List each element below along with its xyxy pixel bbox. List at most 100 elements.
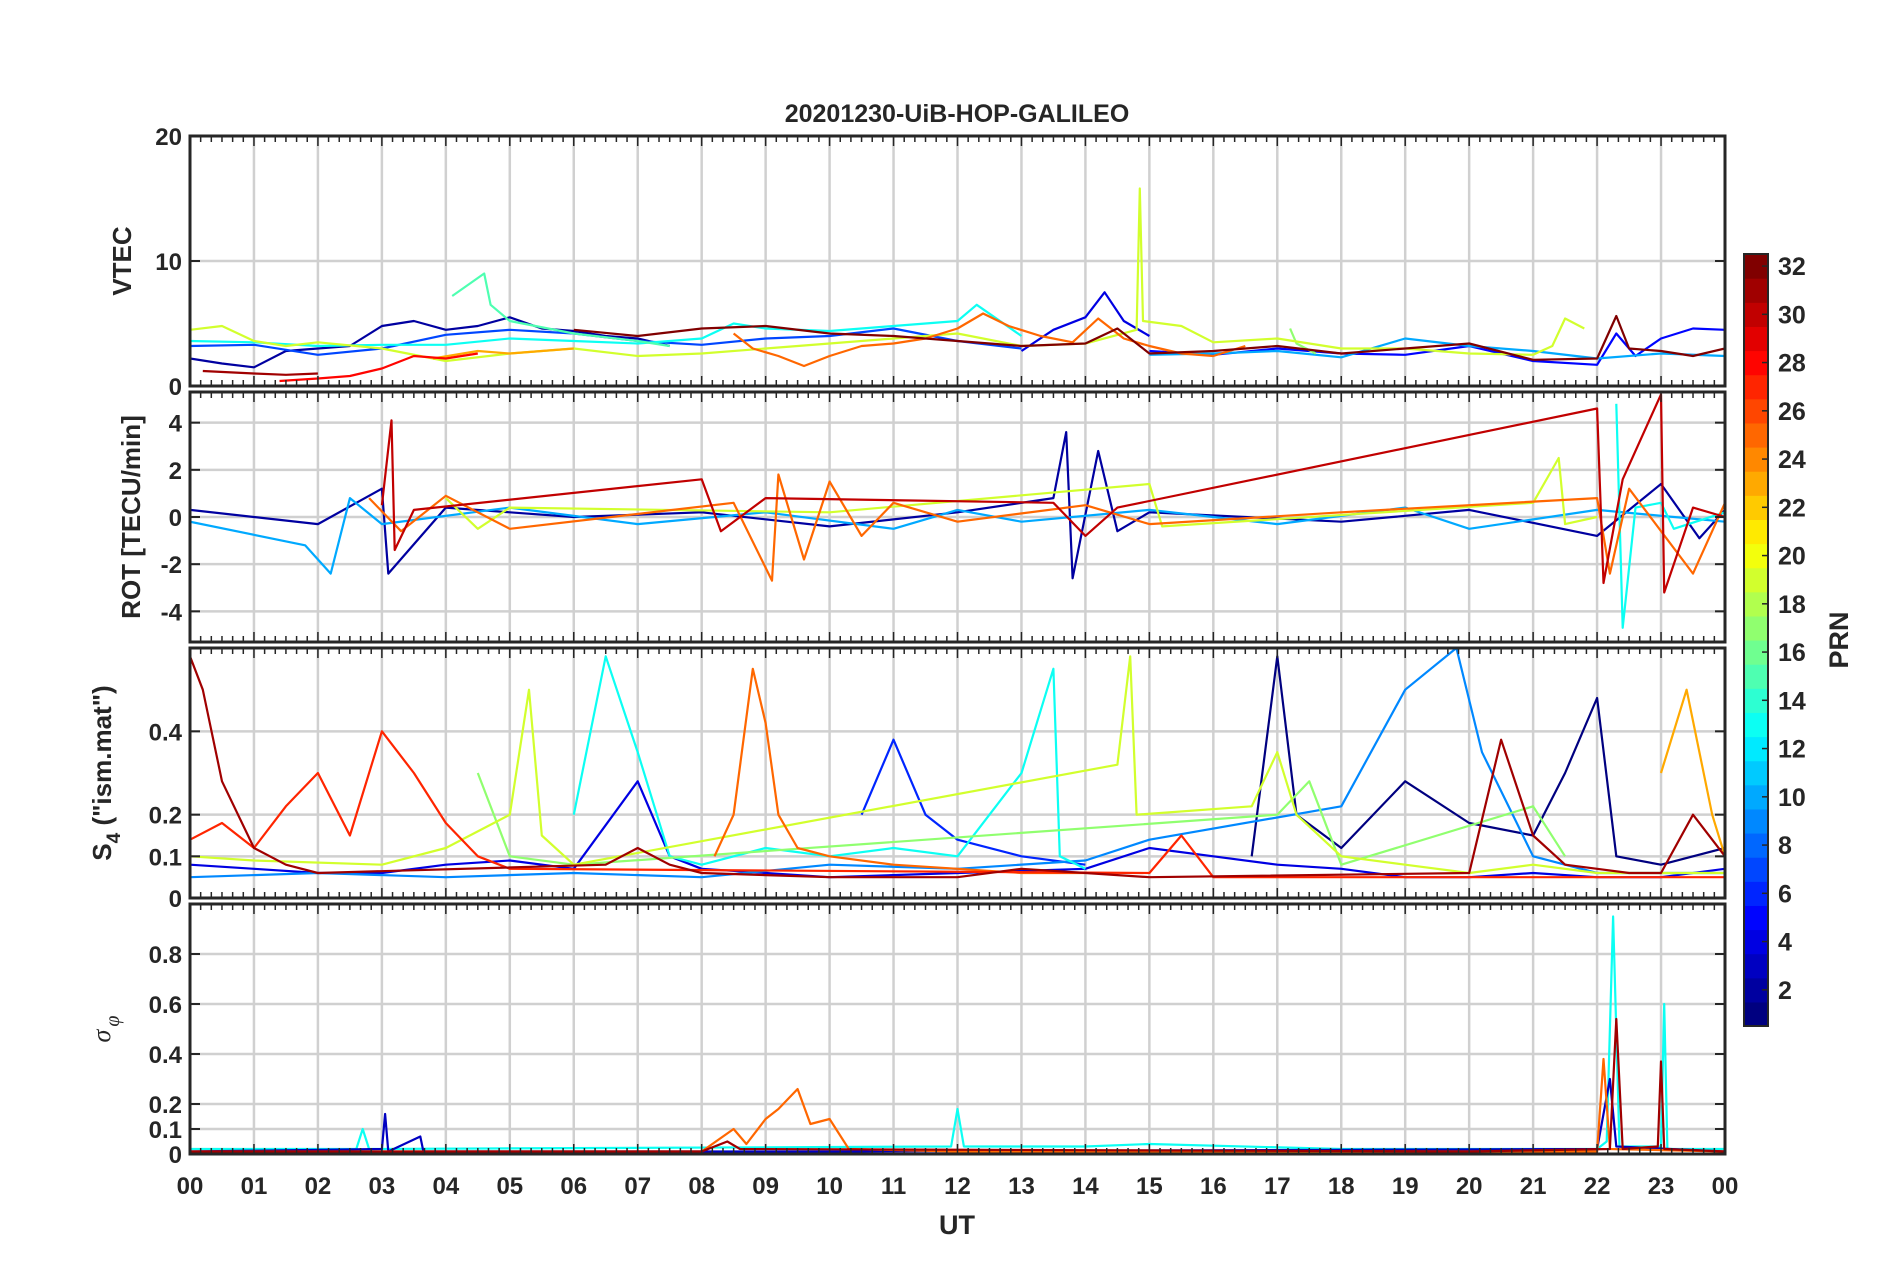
y-tick-label: 10 <box>155 249 182 276</box>
series-line-prn-25 <box>732 312 1246 368</box>
panel-s4-ylabel-sub: 4 <box>104 832 125 843</box>
x-tick-labels: 00 01 02 03 04 05 06 07 08 09 10 11 12 13 14 15 16 17 18 19… <box>177 1173 1739 1200</box>
y-tick-label: 2 <box>169 458 182 485</box>
panel-s4-ylabel-main: S <box>87 843 117 860</box>
colorbar-tick-label: 32 <box>1778 253 1806 281</box>
panel-s4-ylabel-rest: ("ism.mat") <box>87 685 117 832</box>
panel-vtec-ylabel: VTEC <box>107 226 137 296</box>
colorbar-swatch-9 <box>1744 808 1768 834</box>
y-tick-label: 0.1 <box>149 1117 182 1144</box>
colorbar-swatch-31 <box>1744 278 1768 303</box>
series-line-prn-23 <box>432 347 574 360</box>
colorbar-tick-label: 6 <box>1778 880 1792 908</box>
y-tick-label: 0.2 <box>149 1092 182 1119</box>
panel-s4-ytick-labels: 0 0.1 0.2 0.4 <box>149 719 183 913</box>
x-tick-label: 11 <box>881 1173 906 1200</box>
y-tick-label: 0.8 <box>149 942 182 969</box>
y-tick-label: 0 <box>169 886 182 913</box>
series-line-prn-10 <box>1149 337 1725 360</box>
series-line-prn-2 <box>190 431 1725 580</box>
colorbar-tick-label: 26 <box>1778 398 1806 426</box>
series-line-prn-10 <box>190 497 1725 575</box>
x-tick-label: 18 <box>1328 1173 1355 1200</box>
colorbar-tick-label: 24 <box>1778 446 1806 474</box>
series-line-prn-27 <box>190 730 1725 879</box>
colorbar-tick-label: 10 <box>1778 784 1806 812</box>
colorbar-swatch-27 <box>1744 374 1768 400</box>
x-tick-label: 14 <box>1072 1173 1099 1200</box>
panel-sigma-phi-ylabel-main: σ <box>87 1028 116 1042</box>
colorbar-tick-label: 22 <box>1778 494 1806 522</box>
x-tick-label: 08 <box>688 1173 715 1200</box>
panel-sigma-phi-ytick-labels: 00.10.2 0.4 0.6 0.8 <box>149 942 183 1169</box>
series-line-prn-4 <box>1020 291 1150 352</box>
colorbar-swatch-7 <box>1744 857 1768 882</box>
series-line-prn-4 <box>190 780 1725 879</box>
colorbar-swatch-15 <box>1744 664 1768 689</box>
colorbar-swatch-25 <box>1744 422 1768 448</box>
x-tick-label: 01 <box>241 1173 268 1200</box>
colorbar-tick-label: 4 <box>1778 929 1792 957</box>
series-line-prn-30 <box>380 393 1725 594</box>
y-tick-label: 4 <box>169 411 183 438</box>
panel-rot: -4 -2 0 2 4 ROT [TECU/min] <box>116 390 1727 644</box>
colorbar-swatch-23 <box>1744 471 1768 496</box>
chart-title: 20201230-UiB-HOP-GALILEO <box>785 100 1130 128</box>
colorbar-tick-label: 16 <box>1778 639 1806 667</box>
series-line-prn-25 <box>713 667 1086 875</box>
x-tick-label: 22 <box>1584 1173 1611 1200</box>
y-tick-label: 0.4 <box>149 1042 183 1069</box>
x-tick-label: 19 <box>1392 1173 1419 1200</box>
y-tick-label: 0.4 <box>149 719 183 746</box>
x-tick-label: 21 <box>1520 1173 1547 1200</box>
series-line-prn-6 <box>860 738 1086 866</box>
y-tick-label: 0.1 <box>149 844 182 871</box>
series-line-prn-17 <box>476 772 1567 866</box>
panel-sigma-phi-grid <box>190 904 1725 1154</box>
panel-vtec: 0 10 20 VTEC <box>107 124 1727 401</box>
x-tick-label: 03 <box>369 1173 396 1200</box>
panel-vtec-ytick-labels: 0 10 20 <box>155 124 182 401</box>
colorbar-swatch-11 <box>1744 760 1768 786</box>
y-tick-label: 0 <box>169 505 182 532</box>
colorbar-tick-label: 18 <box>1778 591 1806 619</box>
series-line-prn-32 <box>573 314 1725 361</box>
colorbar-swatch-19 <box>1744 567 1768 593</box>
x-tick-label: 17 <box>1264 1173 1291 1200</box>
series-line-prn-9 <box>190 648 1725 879</box>
x-tick-label: 07 <box>624 1173 651 1200</box>
x-tick-label: 00 <box>177 1173 204 1200</box>
panel-sigma-phi: 00.10.2 0.4 0.6 0.8 σφ <box>87 902 1727 1169</box>
colorbar-tick-label: 28 <box>1778 350 1806 378</box>
panel-s4-frame <box>188 646 1727 900</box>
y-tick-label: 0.2 <box>149 803 182 830</box>
panel-vtec-frame <box>188 134 1727 388</box>
x-tick-label: 02 <box>305 1173 332 1200</box>
series-line-prn-19 <box>190 187 1585 363</box>
panel-sigma-phi-series <box>190 915 1725 1153</box>
colorbar-tick-label: 30 <box>1778 301 1806 329</box>
series-line-prn-13 <box>1615 403 1725 629</box>
panel-vtec-series <box>190 187 1725 383</box>
series-line-prn-19 <box>445 456 1598 530</box>
series-line-prn-31 <box>190 655 1725 879</box>
colorbar-label: PRN <box>1824 611 1854 668</box>
x-tick-label: 12 <box>944 1173 971 1200</box>
series-line-prn-23 <box>1659 688 1725 857</box>
panel-sigma-phi-ylabel-sub: φ <box>102 1016 124 1027</box>
panel-s4-ylabel: S4 ("ism.mat") <box>87 685 125 860</box>
panel-s4-series <box>190 648 1725 879</box>
panel-sigma-phi-ylabel: σφ <box>87 1016 124 1043</box>
x-tick-label: 06 <box>560 1173 587 1200</box>
colorbar-tick-label: 12 <box>1778 736 1806 764</box>
colorbar-tick-label: 8 <box>1778 832 1792 860</box>
x-tick-label: 20 <box>1456 1173 1483 1200</box>
series-line-prn-2 <box>190 316 670 369</box>
x-tick-label: 23 <box>1648 1173 1675 1200</box>
x-tick-label: 15 <box>1136 1173 1163 1200</box>
y-tick-label: -4 <box>161 599 183 626</box>
colorbar-swatches <box>1744 254 1768 1027</box>
colorbar-swatch-5 <box>1744 905 1768 931</box>
